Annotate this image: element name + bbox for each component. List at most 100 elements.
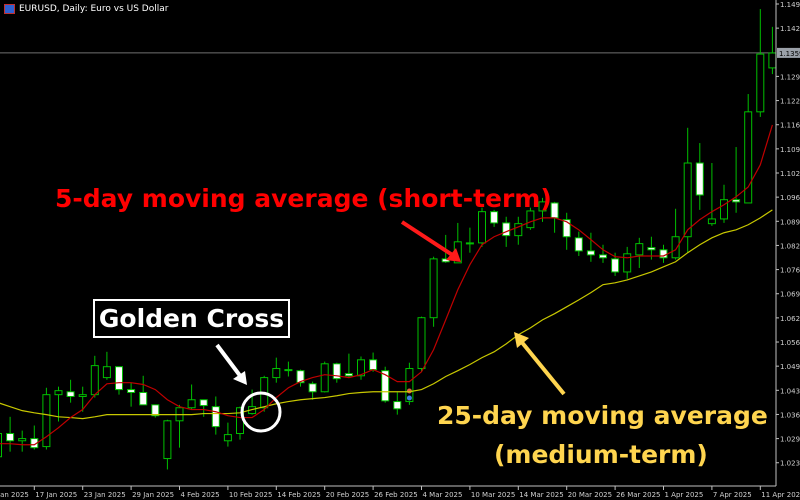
bear-candle-body [127,389,136,393]
candle-14-jan [0,433,2,458]
candle-10-apr [744,94,753,204]
price-tick-label: 1.06960 [780,291,800,299]
bull-candle-body [102,366,111,379]
candle-27-feb [381,366,390,403]
candle-7-apr [707,163,716,226]
time-tick-label: 4 Mar 2025 [423,491,463,499]
bull-candle-body [272,368,281,379]
candle-24-feb [344,353,353,378]
candle-18-feb [296,369,305,387]
chart-title: EURUSD, Daily: Euro vs US Dollar [19,4,169,14]
annotation-shapes [215,220,566,433]
candle-4-apr [695,143,704,210]
trade-marker-buy-icon [406,395,412,401]
bear-candle-body [308,383,317,393]
red-arrow-head [446,248,461,262]
price-tick-label: 1.09620 [780,194,800,202]
candle-8-apr [720,184,728,223]
moving-averages-layer [0,124,773,446]
time-tick-label: 20 Feb 2025 [326,491,370,499]
bull-candle-body [526,210,535,229]
candle-2-apr [671,208,680,260]
price-tick-label: 1.08955 [780,218,800,226]
bull-candle-body [429,258,438,319]
yellow-arrow-shaft [518,338,566,396]
time-tick-label: 1 Apr 2025 [665,491,704,499]
price-tick-label: 1.06295 [780,315,800,323]
bear-candle-body [732,199,741,203]
time-tick-label: 14 Mar 2025 [519,491,563,499]
price-tick-label: 1.07625 [780,267,800,275]
candle-11-apr [756,9,765,117]
candle-10-mar [465,227,474,253]
candle-27-jan [102,351,111,380]
candle-29-jan [127,382,136,407]
white-arrow-shaft [215,343,243,379]
bear-candle-body [211,406,220,428]
bull-candle-body [284,369,293,372]
bear-candle-body [344,373,353,377]
candle-17-feb [284,361,293,377]
candle-24-jan [90,355,99,398]
price-tick-label: 1.12280 [780,98,800,106]
candle-10-feb [223,422,232,447]
bear-candle-body [611,258,620,273]
candle-25-mar [599,244,607,263]
price-tick-label: 1.12946 [780,73,800,81]
bear-candle-body [562,219,571,238]
time-tick-label: 11 Apr 2025 [761,491,800,499]
ma25-annotation-line2: (medium-term) [494,440,708,469]
price-tick-label: 1.04965 [780,363,800,371]
bear-candle-body [490,211,499,224]
time-tick-label: 7 Apr 2025 [713,491,752,499]
candle-26-feb [369,352,378,372]
bear-candle-body [296,370,305,384]
ma5-line [0,124,773,446]
bear-candle-body [393,401,402,410]
bull-candle-body [465,242,474,245]
candle-19-feb [308,381,317,400]
current-price-badge [777,47,800,58]
candle-9-apr [732,147,741,213]
bull-candle-body [756,53,765,113]
time-tick-label: 23 Jan 2025 [84,491,126,499]
bull-candle-body [744,111,753,204]
bull-candle-body [405,368,414,403]
bull-candle-body [18,438,27,442]
price-tick-label: 1.05630 [780,339,800,347]
bull-candle-body [623,253,632,273]
bear-candle-body [66,391,75,397]
bull-candle-body [42,394,51,448]
bull-candle-body [478,211,486,244]
bear-candle-body [574,237,583,252]
bull-candle-body [768,52,776,69]
bull-candle-body [720,199,728,220]
candle-5-feb [187,384,196,410]
bull-candle-body [357,359,365,377]
time-tick-label: 10 Mar 2025 [471,491,515,499]
time-tick-label: 17 Jan 2025 [35,491,77,499]
bull-candle-body [671,236,680,259]
time-tick-label: 29 Jan 2025 [132,491,174,499]
bull-candle-body [514,223,523,237]
ma5-annotation: 5-day moving average (short-term) [55,184,552,213]
candle-17-jan [30,425,39,450]
candle-21-feb [332,362,341,383]
candle-30-jan [139,375,148,406]
red-arrow-shaft [400,220,456,258]
candle-5-mar [429,256,438,327]
chart-title-bar: EURUSD, Daily: Euro vs US Dollar [4,2,168,16]
golden-cross-circle [240,391,282,433]
candle-20-feb [320,361,329,393]
bull-candle-body [707,218,716,225]
bull-candle-body [683,162,692,238]
candle-16-jan [18,430,27,452]
candle-31-jan [151,404,160,418]
bull-candle-body [635,243,644,256]
bull-candle-body [54,390,63,396]
bull-candle-body [223,434,232,442]
bear-candle-body [550,202,559,219]
bear-candle-body [659,249,668,259]
